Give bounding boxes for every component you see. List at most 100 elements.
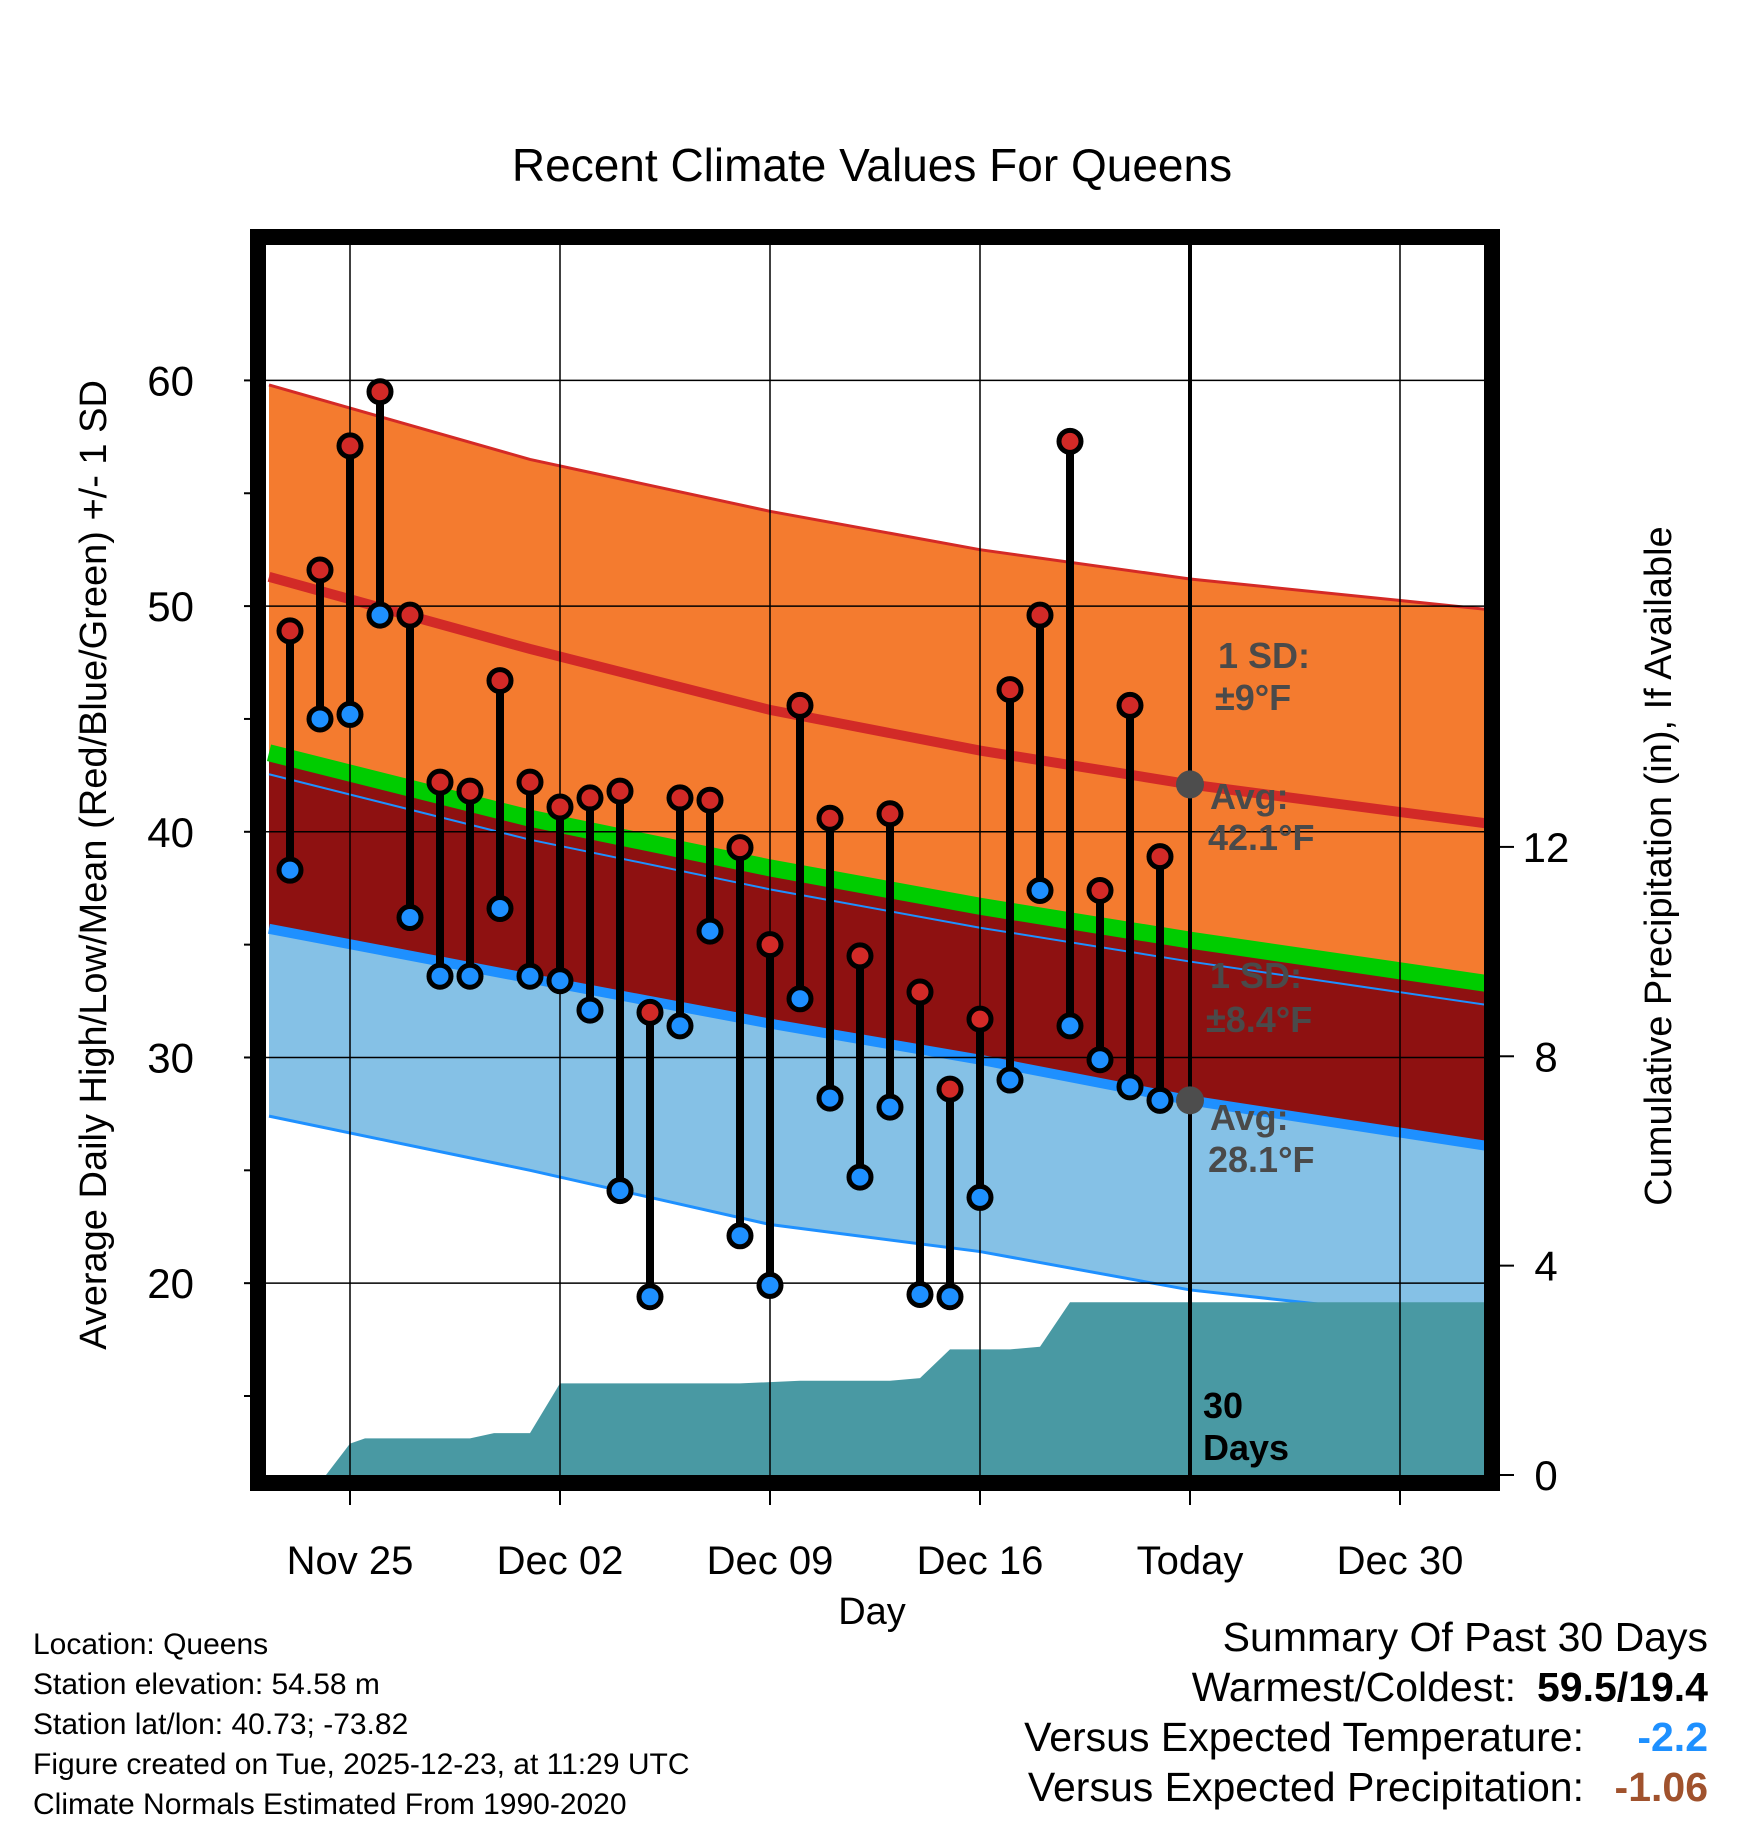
low-temp-point xyxy=(696,917,724,945)
x-tick-label: Dec 16 xyxy=(917,1539,1044,1583)
low-temp-point xyxy=(576,996,604,1024)
mean-average-line xyxy=(266,744,1484,992)
low-average-line xyxy=(268,923,1484,1151)
y2-tick-label: 8 xyxy=(1534,1033,1557,1080)
low-temp-point xyxy=(426,962,454,990)
high-temp-point xyxy=(726,834,754,862)
elevation-text: Station elevation: 54.58 m xyxy=(33,1668,380,1701)
low-temp-point xyxy=(996,1066,1024,1094)
high-temp-point xyxy=(606,777,634,805)
low-temp-point xyxy=(366,601,394,629)
location-text: Location: Queens xyxy=(33,1628,269,1661)
high-temp-point xyxy=(1086,876,1114,904)
high-temp-point xyxy=(276,617,304,645)
high-temp-point xyxy=(876,800,904,828)
low-temp-point xyxy=(816,1084,844,1112)
high-temp-point xyxy=(936,1075,964,1103)
high-temp-point xyxy=(906,978,934,1006)
low-temp-point xyxy=(456,962,484,990)
precipitation-anomaly-label: Versus Expected Precipitation: xyxy=(1027,1764,1584,1810)
low-temp-point xyxy=(306,705,334,733)
low-temp-point xyxy=(786,985,814,1013)
summary-warmest-coldest-row: Warmest/Coldest: 59.5/19.4 xyxy=(1024,1662,1708,1712)
high-temp-point xyxy=(786,691,814,719)
high-temp-point xyxy=(696,786,724,814)
y-tick-label: 30 xyxy=(147,1034,194,1081)
high-avg-title: Avg: xyxy=(1210,776,1289,817)
high-temp-point xyxy=(1026,601,1054,629)
summary-panel: Summary Of Past 30 Days Warmest/Coldest:… xyxy=(1024,1612,1708,1812)
y2-tick-label: 12 xyxy=(1523,824,1570,871)
x-tick-label: Nov 25 xyxy=(287,1539,414,1583)
high-temp-point xyxy=(486,667,514,695)
low-sd-value: ±8.4°F xyxy=(1206,999,1312,1040)
high-temp-point xyxy=(996,676,1024,704)
high-avg-value: 42.1°F xyxy=(1208,817,1314,858)
y-tick-label: 50 xyxy=(147,583,194,630)
warmest-coldest-label: Warmest/Coldest: xyxy=(1191,1664,1516,1710)
high-temp-point xyxy=(636,998,664,1026)
high-temp-point xyxy=(366,378,394,406)
low-temp-point xyxy=(756,1271,784,1299)
mean-lower-edge xyxy=(268,773,1484,1006)
chart-title: Recent Climate Values For Queens xyxy=(512,139,1232,191)
x-tick-label: Dec 02 xyxy=(497,1539,624,1583)
high-temp-point xyxy=(1056,427,1084,455)
low-temp-point xyxy=(876,1093,904,1121)
low-temp-point xyxy=(336,700,364,728)
high-average-line xyxy=(267,571,1484,829)
low-temp-point xyxy=(486,895,514,923)
low-temp-point xyxy=(276,856,304,884)
high-temp-point xyxy=(546,793,574,821)
low-temp-point xyxy=(636,1283,664,1311)
x-tick-label: Today xyxy=(1137,1539,1244,1583)
low-temp-point xyxy=(396,904,424,932)
normals-text: Climate Normals Estimated From 1990-2020 xyxy=(33,1788,627,1821)
low-temp-point xyxy=(726,1222,754,1250)
y2-axis-label: Cumulative Precipitation (in), If Availa… xyxy=(1638,526,1680,1205)
high-temp-point xyxy=(816,804,844,832)
y-tick-label: 20 xyxy=(147,1260,194,1307)
y2-tick-label: 0 xyxy=(1534,1452,1557,1499)
high-average-marker xyxy=(1176,770,1204,799)
low-band-lower-edge xyxy=(268,1114,1484,1324)
low-temp-point xyxy=(936,1283,964,1311)
high-temp-point xyxy=(456,777,484,805)
low-avg-title: Avg: xyxy=(1210,1097,1289,1138)
y-axis-label: Average Daily High/Low/Mean (Red/Blue/Gr… xyxy=(73,380,115,1350)
period-number: 30 xyxy=(1203,1385,1243,1426)
high-temp-point xyxy=(336,432,364,460)
low-temp-point xyxy=(546,967,574,995)
low-temp-point xyxy=(966,1183,994,1211)
created-text: Figure created on Tue, 2025-12-23, at 11… xyxy=(33,1748,690,1781)
y-tick-label: 60 xyxy=(147,357,194,404)
temperature-anomaly-value: -2.2 xyxy=(1637,1714,1708,1760)
high-temp-point xyxy=(966,1005,994,1033)
x-axis-label: Day xyxy=(838,1591,906,1633)
temperature-anomaly-label: Versus Expected Temperature: xyxy=(1024,1714,1584,1760)
low-temp-point xyxy=(906,1280,934,1308)
low-average-marker xyxy=(1176,1086,1204,1115)
low-temp-point xyxy=(846,1163,874,1191)
low-sd-title: 1 SD: xyxy=(1210,955,1302,996)
low-temp-point xyxy=(1026,876,1054,904)
low-temp-point xyxy=(666,1012,694,1040)
summary-precipitation-row: Versus Expected Precipitation: -1.06 xyxy=(1024,1762,1708,1812)
plot-frame xyxy=(250,229,1500,1491)
low-temp-point xyxy=(1116,1073,1144,1101)
high-temp-point xyxy=(1146,843,1174,871)
period-unit: Days xyxy=(1203,1427,1289,1468)
x-tick-label: Dec 09 xyxy=(707,1539,834,1583)
latlon-text: Station lat/lon: 40.73; -73.82 xyxy=(33,1708,409,1741)
summary-title: Summary Of Past 30 Days xyxy=(1222,1614,1708,1660)
low-sd-band xyxy=(269,928,1484,1323)
high-sd-value: ±9°F xyxy=(1215,677,1291,718)
high-temp-point xyxy=(1116,691,1144,719)
high-temp-point xyxy=(846,942,874,970)
low-temp-point xyxy=(606,1177,634,1205)
x-tick-label: Dec 30 xyxy=(1337,1539,1464,1583)
high-sd-title: 1 SD: xyxy=(1218,635,1310,676)
